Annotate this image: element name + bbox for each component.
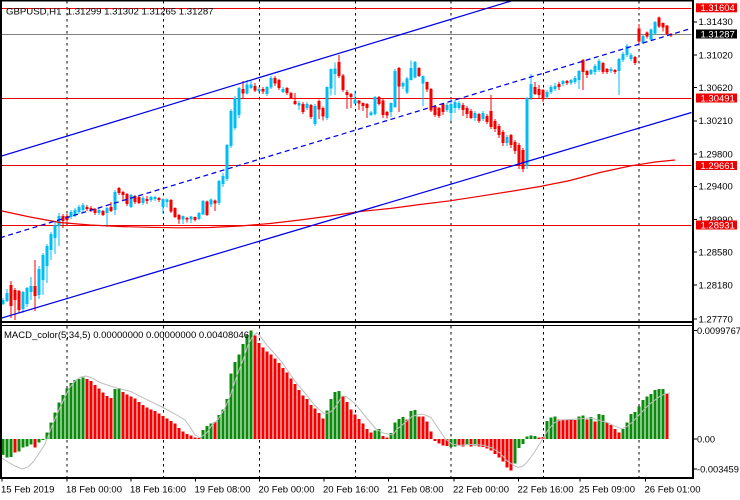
- svg-text:18 Feb 16:00: 18 Feb 16:00: [130, 485, 186, 496]
- svg-text:1.29661: 1.29661: [701, 161, 735, 172]
- svg-text:0.00: 0.00: [697, 434, 715, 444]
- svg-text:GBPUSD,H1 1.31299 1.31302 1.3: GBPUSD,H1 1.31299 1.31302 1.31265 1.3128…: [6, 6, 214, 17]
- svg-text:20 Feb 00:00: 20 Feb 00:00: [259, 485, 315, 496]
- svg-text:21 Feb 08:00: 21 Feb 08:00: [388, 485, 444, 496]
- svg-text:1.31020: 1.31020: [699, 50, 733, 61]
- svg-text:1.28580: 1.28580: [699, 247, 733, 258]
- svg-text:1.27770: 1.27770: [699, 314, 733, 325]
- svg-text:25 Feb 09:00: 25 Feb 09:00: [579, 485, 635, 496]
- svg-text:1.30210: 1.30210: [699, 116, 733, 127]
- svg-text:0.0099767: 0.0099767: [697, 326, 740, 336]
- svg-text:22 Feb 16:00: 22 Feb 16:00: [518, 485, 574, 496]
- svg-text:1.28990: 1.28990: [699, 215, 733, 226]
- svg-text:1.30620: 1.30620: [699, 83, 733, 94]
- svg-text:1.28180: 1.28180: [699, 280, 733, 291]
- svg-text:22 Feb 00:00: 22 Feb 00:00: [453, 485, 509, 496]
- svg-text:1.30491: 1.30491: [701, 93, 735, 104]
- svg-text:19 Feb 08:00: 19 Feb 08:00: [195, 485, 251, 496]
- svg-text:15 Feb 2019: 15 Feb 2019: [1, 485, 54, 496]
- svg-text:1.29800: 1.29800: [699, 149, 733, 160]
- svg-text:1.29400: 1.29400: [699, 182, 733, 193]
- svg-text:1.31430: 1.31430: [699, 17, 733, 28]
- svg-text:26 Feb 01:00: 26 Feb 01:00: [645, 485, 701, 496]
- svg-text:18 Feb 00:00: 18 Feb 00:00: [66, 485, 122, 496]
- svg-text:1.31604: 1.31604: [701, 3, 735, 14]
- svg-text:-0.003459: -0.003459: [697, 464, 739, 474]
- svg-text:20 Feb 16:00: 20 Feb 16:00: [323, 485, 379, 496]
- svg-text:1.28931: 1.28931: [701, 220, 735, 231]
- svg-text:MACD_color(5,34,5) 0.00000000: MACD_color(5,34,5) 0.00000000 0.00000000…: [4, 330, 249, 341]
- svg-text:1.31287: 1.31287: [701, 29, 735, 40]
